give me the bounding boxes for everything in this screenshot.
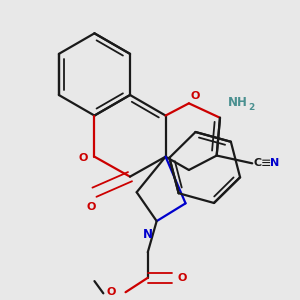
Text: NH: NH	[228, 96, 248, 109]
Text: N: N	[143, 228, 153, 241]
Text: ≡: ≡	[261, 157, 272, 170]
Text: O: O	[178, 273, 187, 283]
Text: O: O	[86, 202, 96, 212]
Text: N: N	[270, 158, 279, 168]
Text: 2: 2	[248, 103, 254, 112]
Text: C: C	[253, 158, 262, 168]
Text: O: O	[106, 287, 116, 297]
Text: O: O	[191, 91, 200, 100]
Text: O: O	[79, 153, 88, 163]
